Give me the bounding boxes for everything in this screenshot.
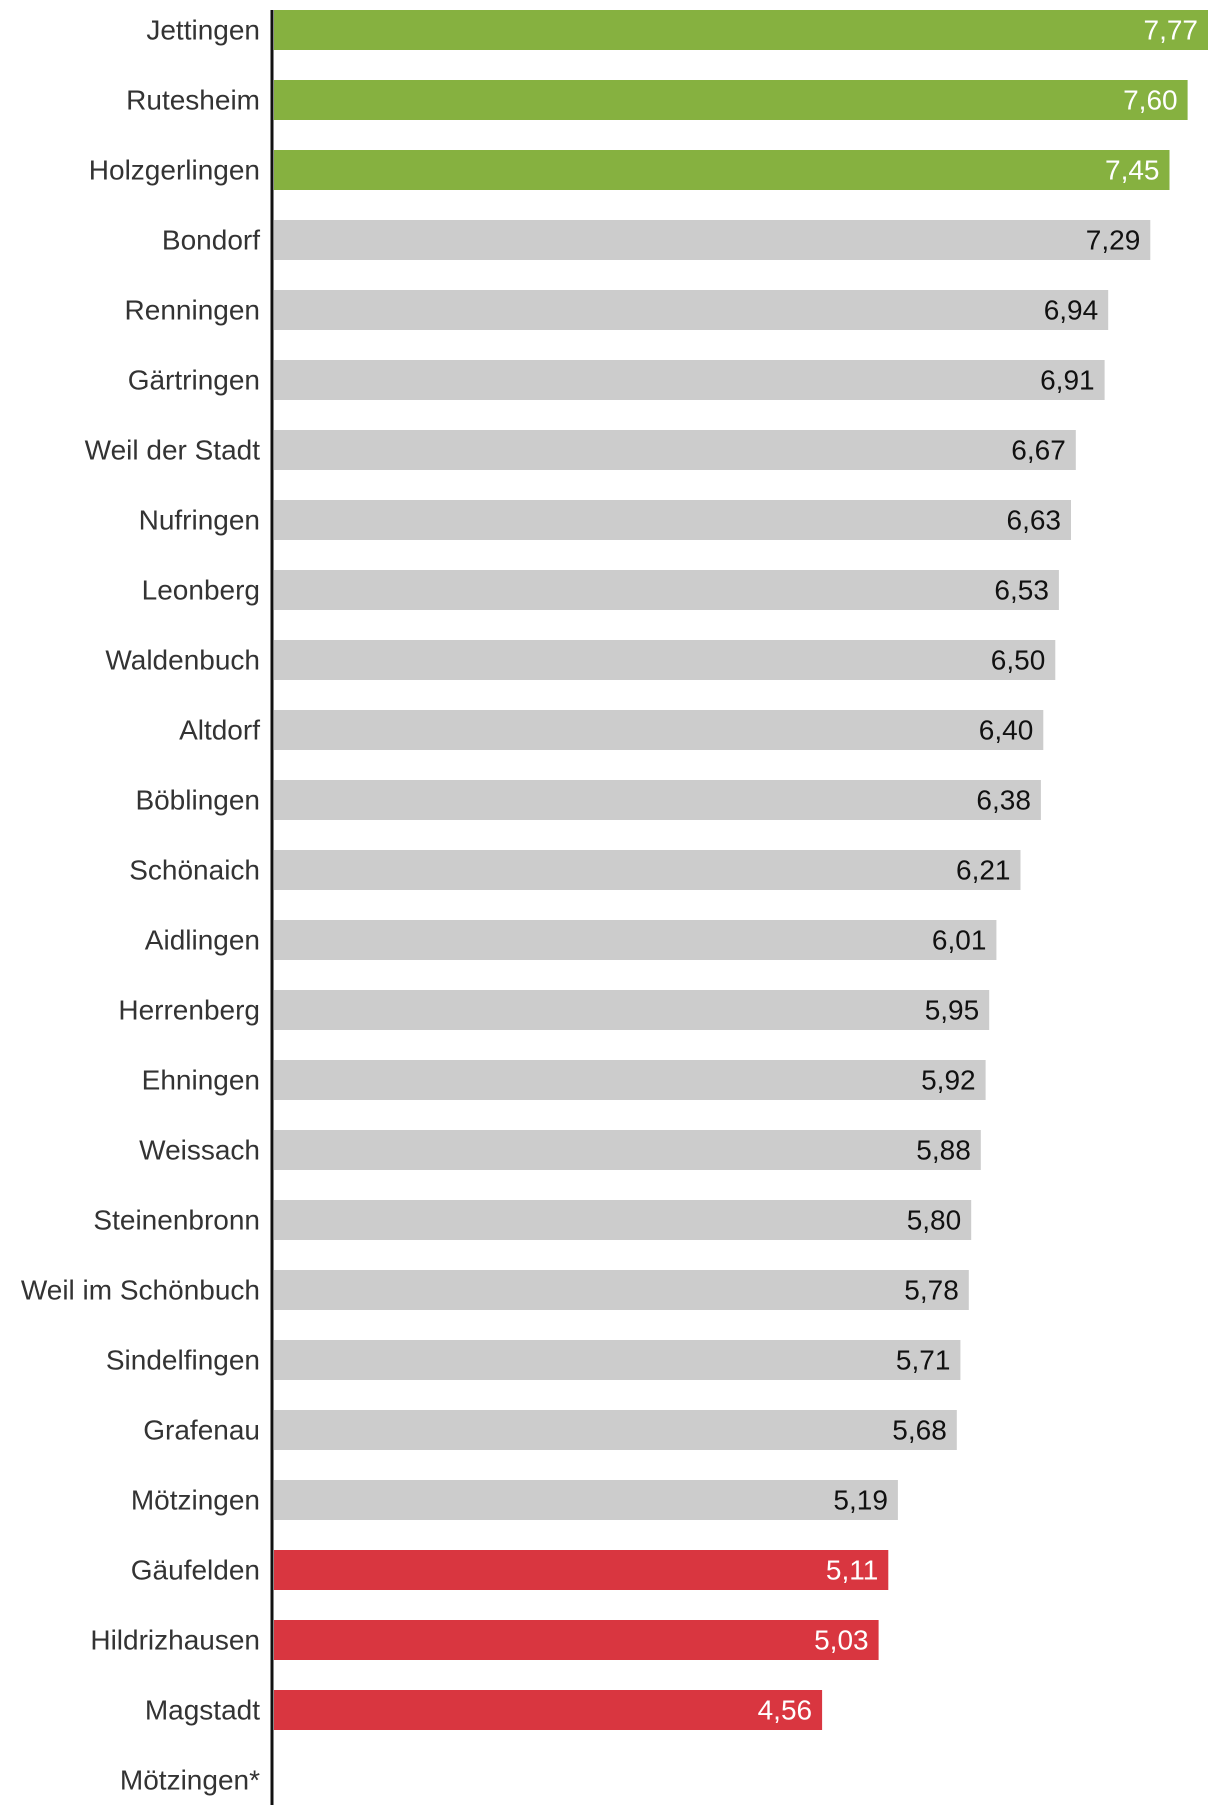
bar-rutesheim [274, 80, 1188, 120]
bar-herrenberg [274, 990, 990, 1030]
value-label-holzgerlingen: 7,45 [1105, 155, 1160, 186]
category-label-rutesheim: Rutesheim [126, 85, 260, 116]
bar-renningen [274, 290, 1109, 330]
bar-nufringen [274, 500, 1071, 540]
value-label-steinenbronn: 5,80 [907, 1205, 962, 1236]
value-label-schoenaich: 6,21 [956, 855, 1011, 886]
category-label-moetzingen: Mötzingen [131, 1485, 260, 1516]
value-label-weil-im-schoenbuch: 5,78 [904, 1275, 959, 1306]
bar-boeblingen [274, 780, 1041, 820]
value-label-rutesheim: 7,60 [1123, 85, 1178, 116]
value-label-renningen: 6,94 [1044, 295, 1099, 326]
category-label-weil-der-stadt: Weil der Stadt [85, 435, 261, 466]
category-label-magstadt: Magstadt [145, 1695, 260, 1726]
category-label-nufringen: Nufringen [139, 505, 260, 536]
value-label-nufringen: 6,63 [1007, 505, 1062, 536]
bar-bondorf [274, 220, 1151, 260]
category-label-boeblingen: Böblingen [135, 785, 260, 816]
bar-gaertringen [274, 360, 1105, 400]
value-label-leonberg: 6,53 [994, 575, 1049, 606]
bar-aidlingen [274, 920, 997, 960]
category-label-bondorf: Bondorf [162, 225, 260, 256]
bar-moetzingen [274, 1480, 898, 1520]
value-label-boeblingen: 6,38 [976, 785, 1031, 816]
category-label-renningen: Renningen [125, 295, 260, 326]
category-label-weil-im-schoenbuch: Weil im Schönbuch [21, 1275, 260, 1306]
value-label-magstadt: 4,56 [758, 1695, 813, 1726]
category-label-moetzingen-star: Mötzingen* [120, 1765, 260, 1796]
value-label-altdorf: 6,40 [979, 715, 1034, 746]
bar-weil-der-stadt [274, 430, 1076, 470]
category-label-weissach: Weissach [139, 1135, 260, 1166]
category-label-sindelfingen: Sindelfingen [106, 1345, 260, 1376]
category-label-hildrizhausen: Hildrizhausen [90, 1625, 260, 1656]
category-label-schoenaich: Schönaich [129, 855, 260, 886]
bar-magstadt [274, 1690, 823, 1730]
value-label-moetzingen: 5,19 [833, 1485, 888, 1516]
category-label-herrenberg: Herrenberg [118, 995, 260, 1026]
bar-sindelfingen [274, 1340, 961, 1380]
value-labels-layer: 7,77 7,60 7,45 7,29 6,94 6,91 6,67 6,63 6,53 6,50… [758, 15, 1198, 1726]
bar-jettingen [274, 10, 1208, 50]
value-label-herrenberg: 5,95 [925, 995, 980, 1026]
value-label-weissach: 5,88 [916, 1135, 971, 1166]
bar-weil-im-schoenbuch [274, 1270, 969, 1310]
bar-leonberg [274, 570, 1059, 610]
category-label-gaertringen: Gärtringen [128, 365, 260, 396]
value-label-gaertringen: 6,91 [1040, 365, 1095, 396]
value-label-sindelfingen: 5,71 [896, 1345, 951, 1376]
category-label-aidlingen: Aidlingen [145, 925, 260, 956]
bar-gaeufelden [274, 1550, 889, 1590]
category-label-waldenbuch: Waldenbuch [105, 645, 260, 676]
bar-waldenbuch [274, 640, 1056, 680]
value-label-jettingen: 7,77 [1144, 15, 1199, 46]
value-label-hildrizhausen: 5,03 [814, 1625, 869, 1656]
bar-holzgerlingen [274, 150, 1170, 190]
bar-steinenbronn [274, 1200, 972, 1240]
value-label-gaeufelden: 5,11 [826, 1555, 878, 1586]
bar-grafenau [274, 1410, 957, 1450]
category-labels-layer: Jettingen Rutesheim Holzgerlingen Bondorf Re… [21, 15, 260, 1796]
category-label-gaeufelden: Gäufelden [131, 1555, 260, 1586]
category-label-grafenau: Grafenau [143, 1415, 260, 1446]
bar-ehningen [274, 1060, 986, 1100]
bar-altdorf [274, 710, 1044, 750]
category-label-leonberg: Leonberg [142, 575, 260, 606]
value-label-waldenbuch: 6,50 [991, 645, 1046, 676]
value-label-aidlingen: 6,01 [932, 925, 987, 956]
bar-hildrizhausen [274, 1620, 879, 1660]
value-label-grafenau: 5,68 [892, 1415, 947, 1446]
category-label-altdorf: Altdorf [179, 715, 260, 746]
category-label-jettingen: Jettingen [146, 15, 260, 46]
bar-schoenaich [274, 850, 1021, 890]
bar-weissach [274, 1130, 981, 1170]
value-label-ehningen: 5,92 [921, 1065, 976, 1096]
category-label-steinenbronn: Steinenbronn [93, 1205, 260, 1236]
bars-layer [274, 10, 1208, 1730]
category-label-ehningen: Ehningen [142, 1065, 260, 1096]
value-label-weil-der-stadt: 6,67 [1011, 435, 1066, 466]
category-label-holzgerlingen: Holzgerlingen [89, 155, 260, 186]
value-label-bondorf: 7,29 [1086, 225, 1141, 256]
